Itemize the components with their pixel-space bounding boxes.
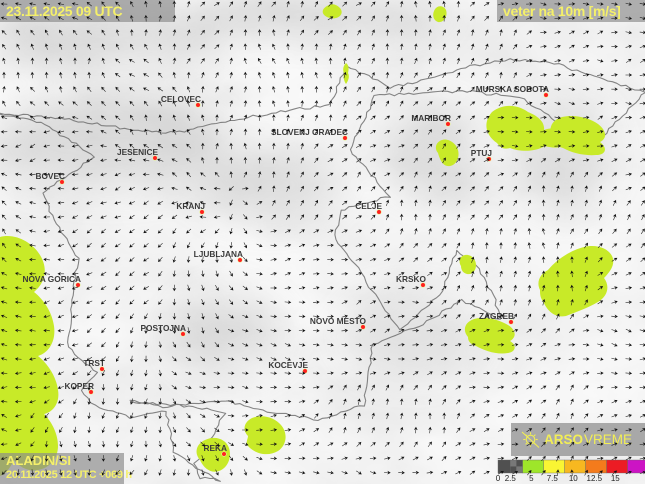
svg-text:BOVEC: BOVEC	[35, 171, 65, 181]
svg-text:VREME: VREME	[584, 432, 632, 447]
svg-text:JESENICE: JESENICE	[117, 147, 159, 157]
svg-text:ARSO: ARSO	[544, 432, 583, 447]
svg-text:NOVA GORICA: NOVA GORICA	[22, 274, 81, 284]
svg-text:2.5: 2.5	[505, 474, 517, 483]
svg-text:ZAGREB: ZAGREB	[479, 311, 514, 321]
svg-text:veter na 10m [m/s]: veter na 10m [m/s]	[503, 3, 621, 19]
svg-text:KRSKO: KRSKO	[396, 274, 427, 284]
svg-text:12.5: 12.5	[587, 474, 603, 483]
svg-text:5: 5	[529, 474, 534, 483]
svg-text:20.11.2025 12 UTC +069 h: 20.11.2025 12 UTC +069 h	[6, 469, 132, 481]
svg-text:KOCEVJE: KOCEVJE	[268, 360, 308, 370]
svg-text:NOVO MESTO: NOVO MESTO	[310, 316, 367, 326]
svg-text:7.5: 7.5	[547, 474, 559, 483]
svg-text:23.11.2025 09 UTC: 23.11.2025 09 UTC	[6, 3, 123, 19]
svg-text:0: 0	[496, 474, 501, 483]
svg-text:CELOVEC: CELOVEC	[161, 94, 201, 104]
svg-text:15: 15	[611, 474, 620, 483]
svg-text:LJUBLJANA: LJUBLJANA	[194, 249, 243, 259]
svg-text:SLOVENJ GRADEC: SLOVENJ GRADEC	[271, 127, 348, 137]
svg-text:10: 10	[569, 474, 578, 483]
